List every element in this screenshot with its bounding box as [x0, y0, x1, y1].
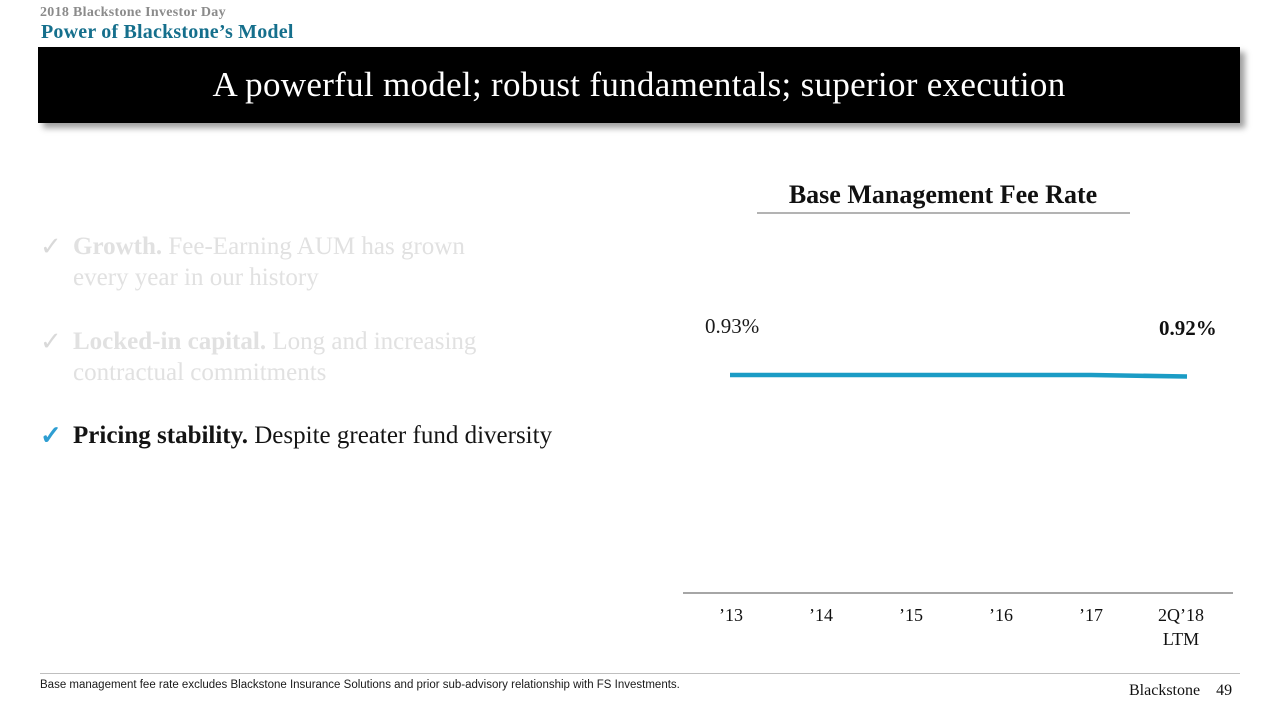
section-title: Power of Blackstone’s Model: [41, 21, 294, 43]
footer-rule: [40, 673, 1240, 674]
headline-text: A powerful model; robust fundamentals; s…: [212, 65, 1066, 104]
bullet-pricing-line1: Pricing stability. Despite greater fund …: [73, 422, 552, 449]
bullet-growth: ✓ Growth. Fee-Earning AUM has grown ever…: [40, 231, 465, 293]
brand-name: Blackstone: [1129, 682, 1201, 699]
check-icon: ✓: [40, 421, 62, 450]
check-icon: ✓: [40, 232, 62, 261]
bullet-growth-lead: Growth.: [73, 233, 163, 260]
bullet-locked-rest: Long and increasing: [266, 328, 477, 355]
fee-rate-line: [730, 372, 1188, 379]
x-tick-2q18-line1: 2Q’18: [1158, 605, 1204, 625]
bullet-pricing-lead: Pricing stability.: [73, 422, 248, 449]
fee-rate-chart: [730, 372, 1188, 379]
bullet-pricing-text: Pricing stability. Despite greater fund …: [73, 420, 552, 451]
x-tick-2q18-line2: LTM: [1162, 629, 1200, 649]
bullet-growth-line2: every year in our history: [73, 264, 319, 291]
chart-title: Base Management Fee Rate: [788, 180, 1098, 209]
x-axis-line: [683, 592, 1233, 594]
chart-title-underline: [757, 212, 1130, 214]
bullet-growth-text: Growth. Fee-Earning AUM has grown every …: [73, 231, 465, 293]
bullet-pricing-stability: ✓ Pricing stability. Despite greater fun…: [40, 420, 552, 451]
x-tick-17: ’17: [1079, 605, 1103, 625]
page-number: 49: [1216, 682, 1233, 699]
bullet-locked-line1: Locked-in capital. Long and increasing: [73, 328, 476, 355]
check-icon: ✓: [40, 327, 62, 356]
deck-title: 2018 Blackstone Investor Day: [40, 5, 226, 20]
x-tick-2q18-ltm: 2Q’18 LTM: [1139, 603, 1223, 651]
last-value-label: 0.92%: [1159, 316, 1217, 340]
footer-brand-block: Blackstone 49: [1129, 682, 1232, 700]
x-tick-15: ’15: [899, 605, 923, 625]
bullet-locked-text: Locked-in capital. Long and increasing c…: [73, 326, 476, 388]
headline-banner: A powerful model; robust fundamentals; s…: [38, 47, 1240, 123]
bullet-growth-line1: Growth. Fee-Earning AUM has grown: [73, 233, 465, 260]
bullet-locked-line2: contractual commitments: [73, 359, 327, 386]
bullet-pricing-rest: Despite greater fund diversity: [248, 422, 553, 449]
x-tick-16: ’16: [989, 605, 1013, 625]
bullet-locked-lead: Locked-in capital.: [73, 328, 267, 355]
bullet-locked-in-capital: ✓ Locked-in capital. Long and increasing…: [40, 326, 476, 388]
first-value-label: 0.93%: [705, 314, 760, 338]
bullet-growth-rest: Fee-Earning AUM has grown: [162, 233, 465, 260]
x-tick-14: ’14: [809, 605, 833, 625]
x-tick-13: ’13: [719, 605, 743, 625]
footnote: Base management fee rate excludes Blacks…: [40, 679, 680, 691]
